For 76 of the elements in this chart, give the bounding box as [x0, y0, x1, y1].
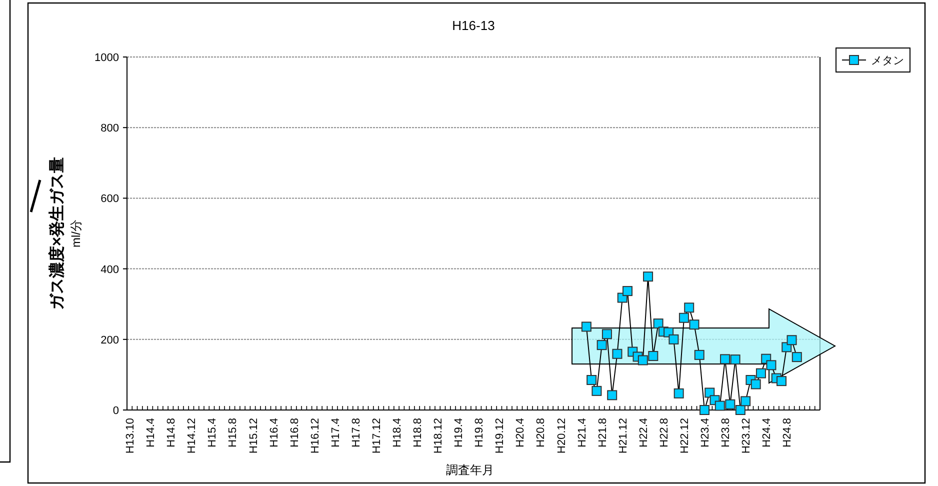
point: [668, 334, 679, 344]
x-tick-label: H23.8: [720, 418, 732, 448]
x-tick-label: H20.12: [556, 418, 568, 454]
x-tick-label: H22.12: [678, 418, 691, 454]
legend: メタン: [836, 48, 910, 72]
y-tick-label: 0: [112, 405, 119, 417]
x-tick-label: H20.4: [514, 418, 527, 448]
point: [586, 374, 597, 385]
point: [643, 272, 654, 282]
point: [674, 388, 684, 398]
legend-label: メタン: [871, 55, 904, 67]
x-tick-label: H22.8: [658, 418, 670, 448]
point: [638, 355, 648, 366]
y-tick-label: 400: [100, 264, 119, 276]
y-tick-label: 800: [100, 122, 119, 135]
point: [592, 386, 602, 396]
point: [689, 320, 700, 330]
point: [735, 405, 746, 415]
x-tick-label: H19.4: [453, 418, 466, 448]
y-tick-label: 200: [100, 334, 119, 346]
point: [730, 354, 740, 365]
x-tick-label: H21.12: [617, 418, 630, 454]
x-tick-label: H14.8: [166, 418, 178, 448]
y-axis-title: ガス濃度×発生ガス量 ml/分: [47, 156, 83, 310]
point: [740, 396, 751, 406]
x-tick-label: H17.12: [370, 418, 383, 454]
x-tick-label: H21.4: [576, 418, 588, 448]
point: [776, 376, 786, 386]
point: [684, 302, 694, 313]
x-tick-label: H19.12: [494, 418, 506, 454]
point: [653, 318, 664, 329]
point: [648, 350, 658, 361]
point: [581, 322, 592, 332]
x-tick-label: H18.12: [432, 418, 445, 454]
point: [756, 368, 766, 378]
chart-title: H16-13: [452, 18, 495, 33]
x-tick-label: H17.8: [350, 418, 362, 448]
x-tick-label: H19.8: [474, 418, 486, 448]
y-tick-label: 1000: [94, 52, 119, 64]
x-axis-title: 調査年月: [446, 463, 494, 477]
x-tick-label: H23.12: [740, 418, 753, 454]
x-tick-label: H14.4: [145, 418, 158, 448]
x-tick-label: H17.4: [330, 418, 342, 448]
point: [725, 399, 736, 410]
point: [750, 379, 761, 390]
x-tick-label: H15.4: [206, 418, 219, 448]
x-tick-label: H24.4: [761, 418, 774, 448]
point: [596, 340, 607, 350]
x-tick-label: H21.8: [596, 418, 609, 448]
x-tick-label: H18.8: [412, 418, 424, 448]
point: [622, 286, 632, 296]
x-tick-label: H15.12: [248, 418, 260, 454]
x-tick-label: H18.4: [392, 418, 404, 448]
x-tick-label: H16.8: [288, 418, 301, 448]
point: [678, 312, 689, 323]
point: [704, 388, 715, 398]
y-tick-label: 600: [100, 193, 119, 206]
point: [720, 354, 730, 364]
x-tick-label: H24.8: [782, 418, 794, 448]
x-tick-label: H22.4: [638, 418, 650, 448]
x-tick-label: H13.10: [124, 418, 137, 454]
x-tick-label: H16.12: [309, 418, 322, 454]
point: [607, 390, 618, 400]
point: [714, 400, 725, 411]
point: [612, 348, 622, 359]
x-tick-label: H14.12: [186, 418, 198, 454]
point: [694, 350, 704, 360]
point: [786, 335, 797, 346]
x-tick-label: H23.4: [700, 418, 712, 448]
point: [602, 329, 612, 340]
point: [792, 352, 802, 362]
point: [766, 360, 776, 370]
point: [700, 405, 710, 415]
x-tick-label: H20.8: [535, 418, 548, 448]
x-tick-label: H15.8: [227, 418, 240, 448]
x-tick-label: H16.4: [268, 418, 280, 448]
